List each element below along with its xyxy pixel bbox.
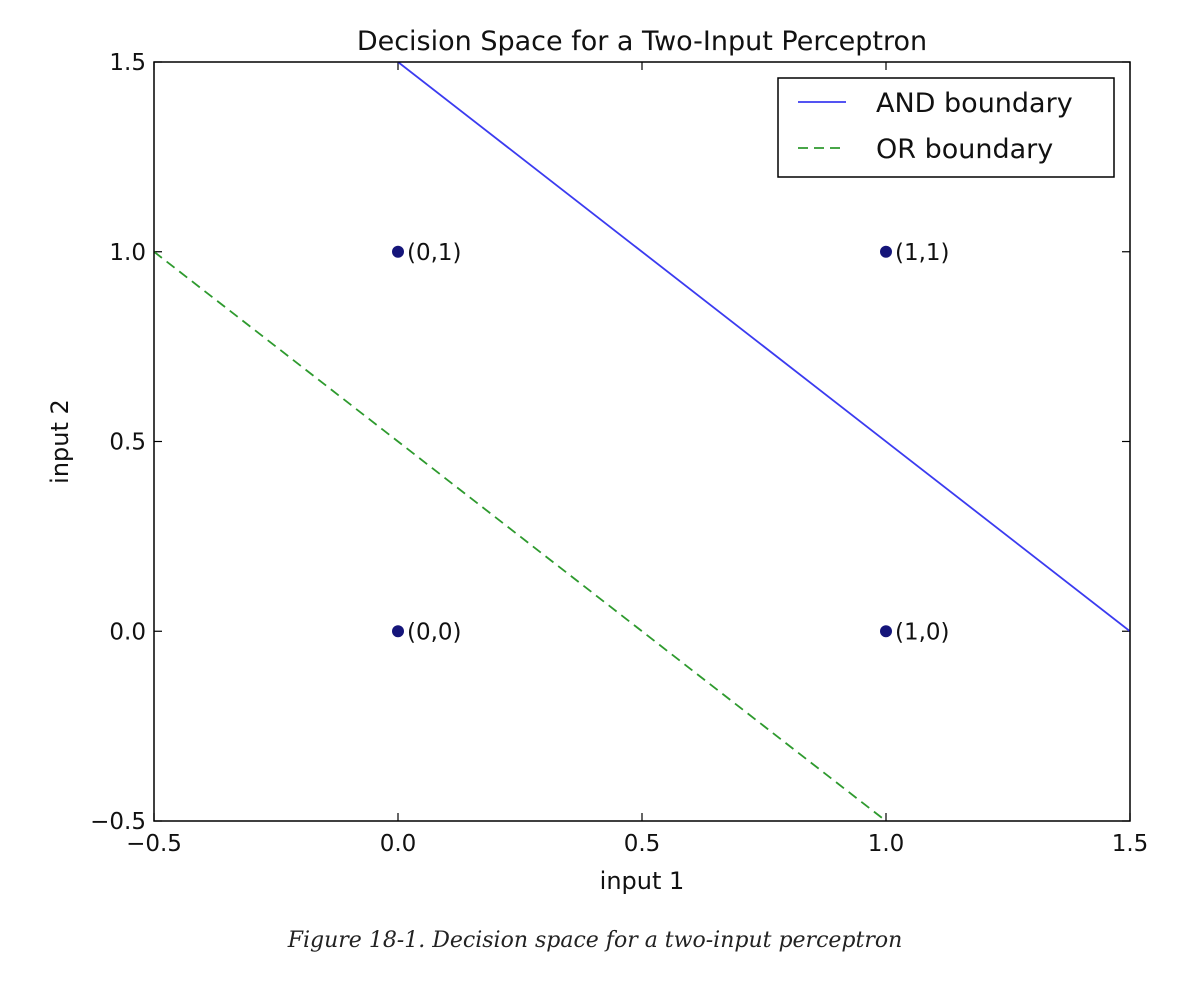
y-axis-label: input 2 xyxy=(46,399,74,484)
data-point xyxy=(880,625,892,638)
x-tick-label: −0.5 xyxy=(126,831,182,857)
data-point xyxy=(392,245,404,258)
data-point xyxy=(880,245,892,258)
chart: Decision Space for a Two-Input Perceptro… xyxy=(46,26,1149,895)
x-tick-label: 1.5 xyxy=(1112,831,1149,857)
chart-title: Decision Space for a Two-Input Perceptro… xyxy=(357,26,927,57)
chart-svg: Decision Space for a Two-Input Perceptro… xyxy=(46,26,1149,895)
y-tick-label: 1.0 xyxy=(109,240,146,266)
x-tick-label: 0.0 xyxy=(380,831,417,857)
plot-area xyxy=(154,62,1130,821)
y-tick-label: 0.0 xyxy=(109,619,146,645)
legend-box xyxy=(777,77,1115,178)
y-tick-label: 0.5 xyxy=(109,430,146,456)
series-line-and-boundary xyxy=(397,62,1130,632)
series-line-or-boundary xyxy=(154,251,887,821)
x-tick-label: 1.0 xyxy=(868,831,905,857)
legend-label: OR boundary xyxy=(876,134,1053,165)
data-point xyxy=(392,625,404,638)
data-point-label: (0,0) xyxy=(407,619,462,645)
data-point-label: (1,1) xyxy=(895,240,950,266)
figure-caption: Figure 18-1. Decision space for a two-in… xyxy=(287,928,903,953)
plot-frame xyxy=(153,61,1131,822)
data-point-label: (1,0) xyxy=(895,619,950,645)
y-tick-label: −0.5 xyxy=(90,809,146,835)
x-axis-label: input 1 xyxy=(600,867,685,895)
data-point-label: (0,1) xyxy=(407,240,462,266)
x-tick-label: 0.5 xyxy=(624,831,661,857)
y-tick-label: 1.5 xyxy=(109,50,146,76)
legend-label: AND boundary xyxy=(876,88,1073,119)
